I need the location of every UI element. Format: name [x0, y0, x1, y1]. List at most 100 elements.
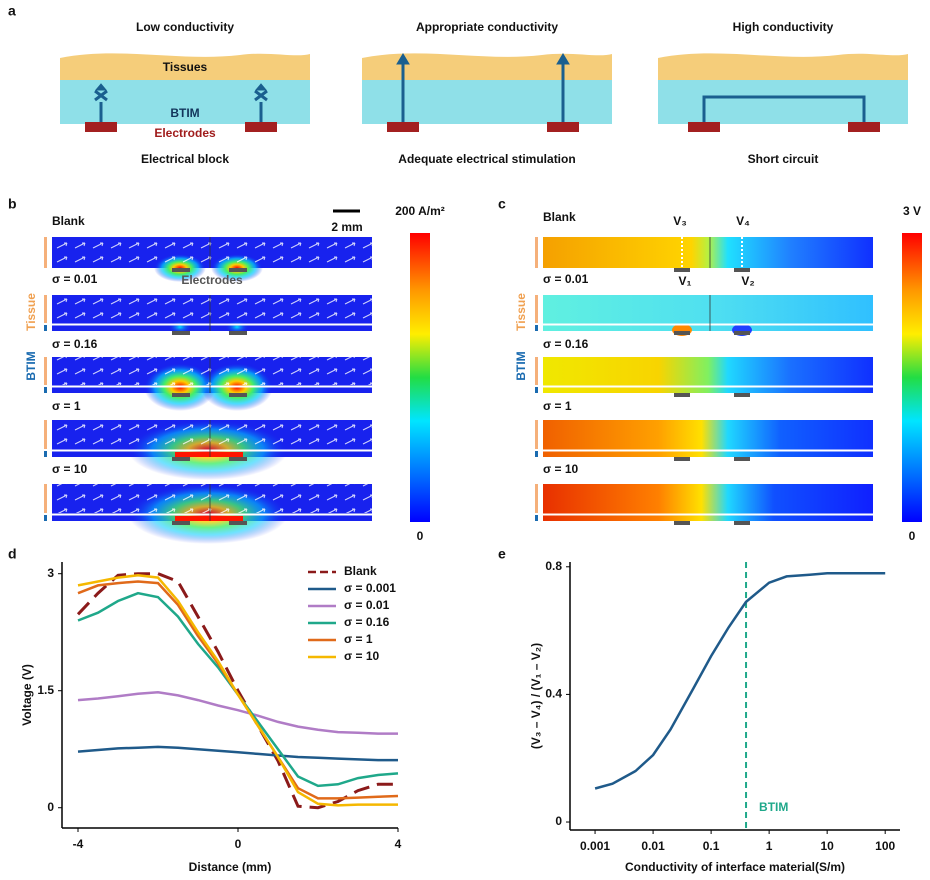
arrows [52, 357, 372, 385]
legend-label: σ = 0.001 [344, 581, 396, 595]
electrode [387, 122, 419, 132]
diagram-title: Low conductivity [136, 20, 234, 34]
map [543, 237, 873, 268]
arrows [52, 295, 372, 323]
tissue [658, 53, 908, 80]
tissue [60, 53, 310, 80]
panel-label: c [498, 196, 506, 212]
diagram-title: High conductivity [733, 20, 834, 34]
current-arrow [396, 53, 570, 122]
probe-label: V₄ [736, 214, 750, 228]
diagram-caption: Electrical block [141, 152, 229, 166]
electrode [245, 122, 277, 132]
tissue-label: Tissue [514, 293, 528, 331]
x-tick-label: 0 [235, 837, 242, 851]
panel-label: b [8, 196, 17, 212]
arrows [52, 237, 372, 268]
btim-current [175, 452, 243, 457]
x-tick-label: 1 [766, 839, 773, 853]
btim-label: BTIM [24, 351, 38, 380]
x-tick-label: 4 [395, 837, 402, 851]
colorbar-min: 0 [909, 529, 916, 543]
row-label: Blank [52, 214, 85, 228]
diagram-caption: Short circuit [748, 152, 819, 166]
row-label: Blank [543, 210, 576, 224]
map [543, 295, 873, 331]
electrode [85, 122, 117, 132]
layer-markers [44, 237, 47, 521]
panel-label: a [8, 3, 16, 19]
arrows [52, 484, 372, 513]
row-label: σ = 0.16 [543, 337, 589, 351]
legend-label: σ = 0.16 [344, 615, 390, 629]
legend-label: σ = 0.01 [344, 598, 390, 612]
diagram: Low conductivity Tissues BTIM Electrodes… [60, 20, 310, 166]
line [77, 691, 398, 735]
y-tick-label: 3 [47, 566, 54, 580]
panel-label: d [8, 546, 17, 562]
row-label: σ = 0.01 [543, 272, 589, 286]
y-tick-label: 0.8 [545, 559, 562, 573]
btim-label: BTIM [514, 351, 528, 380]
probe-line [681, 237, 743, 268]
electrode [688, 122, 720, 132]
scale-label: 2 mm [331, 220, 362, 234]
row-label: σ = 0.01 [52, 272, 98, 286]
diagram-title: Appropriate conductivity [416, 20, 558, 34]
diagram: Appropriate conductivity Adequate electr… [362, 20, 612, 166]
colorbar [410, 233, 430, 522]
electrodes [674, 268, 750, 525]
row-label: σ = 0.16 [52, 337, 98, 351]
y-tick-label: 0.4 [545, 687, 562, 701]
colorbar-max: 200 A/m² [395, 204, 445, 218]
x-axis-label: Distance (mm) [189, 860, 272, 874]
y-tick-label: 1.5 [37, 683, 54, 697]
colorbar-min: 0 [417, 529, 424, 543]
x-tick-label: 0.01 [641, 839, 665, 853]
map [543, 357, 873, 393]
x-tick-label: 0.001 [580, 839, 610, 853]
btim [362, 80, 612, 124]
y-axis-label: Voltage (V) [20, 664, 34, 726]
x-tick-label: 100 [875, 839, 895, 853]
electrode-label: Electrodes [154, 126, 216, 140]
line [77, 574, 398, 807]
diagram: High conductivity Short circuit [658, 20, 908, 166]
tissue-label: Tissues [163, 60, 208, 74]
blocked-current [94, 83, 268, 122]
legend-label: σ = 10 [344, 649, 380, 663]
panel-label: e [498, 546, 506, 562]
row-label: σ = 1 [543, 399, 572, 413]
legend-label: σ = 1 [344, 632, 373, 646]
y-axis-label: (V₃ – V₄) / (V₁ – V₂) [529, 643, 543, 749]
voltage-maps: Blank V₃ V₄ σ = 0.01 V₁ V₂ σ = 0.16 σ = … [514, 204, 922, 543]
electrodes-label: Electrodes [181, 273, 243, 287]
line [594, 571, 886, 790]
short-path [702, 95, 866, 122]
colorbar-max: 3 V [903, 204, 921, 218]
btim-current [175, 516, 243, 521]
electrodes [172, 268, 247, 525]
electrode [848, 122, 880, 132]
reference-label: BTIM [759, 800, 788, 814]
btim [658, 80, 908, 124]
x-axis-label: Conductivity of interface material(S/m) [625, 860, 845, 874]
arrows [52, 420, 372, 449]
row-label: σ = 10 [543, 462, 579, 476]
y-tick-label: 0 [47, 800, 54, 814]
diagram-caption: Adequate electrical stimulation [398, 152, 575, 166]
x-tick-label: 10 [820, 839, 834, 853]
btim-label: BTIM [170, 106, 199, 120]
row-label: σ = 10 [52, 462, 88, 476]
probe-label: V₁ [679, 274, 692, 288]
layer-markers [535, 237, 538, 521]
y-tick-label: 0 [555, 814, 562, 828]
electrode [547, 122, 579, 132]
tissue [362, 53, 612, 80]
x-tick-label: -4 [73, 837, 84, 851]
colorbar [902, 233, 922, 522]
current-maps: Blank 2 mm Electrodes σ = 0.01 σ = 0.16 … [24, 204, 445, 544]
row-label: σ = 1 [52, 399, 81, 413]
tissue-label: Tissue [24, 293, 38, 331]
